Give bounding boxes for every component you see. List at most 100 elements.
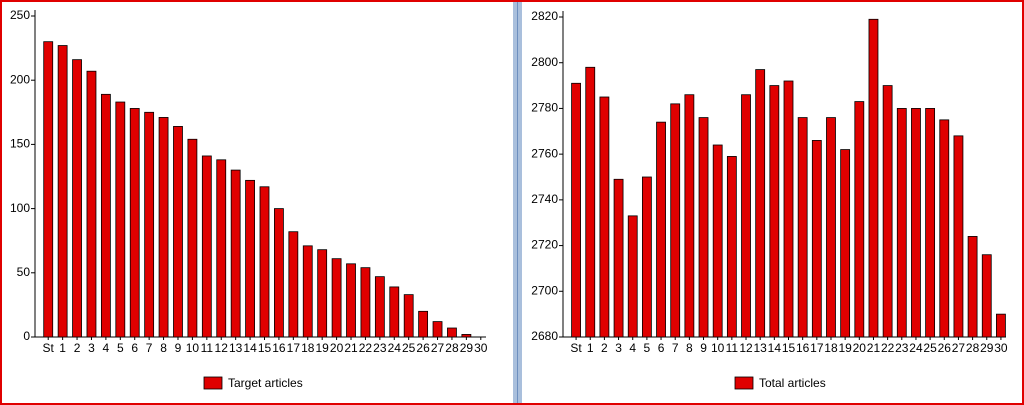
x-tick-label: 23 <box>895 341 909 355</box>
x-tick-label: 29 <box>980 341 994 355</box>
bar <box>953 135 964 338</box>
y-tick-label: 2800 <box>531 55 558 69</box>
x-tick-label: 11 <box>726 341 739 355</box>
x-tick-label: 2 <box>601 341 608 355</box>
x-tick-label: 2 <box>74 341 81 355</box>
x-tick-label: 7 <box>146 341 153 355</box>
x-tick-label: 21 <box>344 341 358 355</box>
bar <box>811 140 822 338</box>
legend-label: Target articles <box>228 376 303 390</box>
x-tick-label: 8 <box>686 341 693 355</box>
bar <box>996 313 1006 338</box>
x-tick-label: 18 <box>824 341 838 355</box>
x-tick-label: 28 <box>445 341 459 355</box>
y-tick-label: 2720 <box>531 238 558 252</box>
bar <box>769 85 780 338</box>
x-tick-label: 3 <box>88 341 95 355</box>
bar <box>201 155 212 338</box>
bar <box>187 138 198 338</box>
x-tick-label: 10 <box>186 341 200 355</box>
legend-swatch <box>203 376 223 390</box>
bar <box>854 101 865 338</box>
x-tick-label: 17 <box>287 341 301 355</box>
x-tick-label: 13 <box>753 341 767 355</box>
bar <box>981 254 992 338</box>
x-tick-label: 22 <box>359 341 373 355</box>
x-tick-label: 12 <box>215 341 229 355</box>
bar <box>741 94 751 338</box>
x-tick-label: 28 <box>966 341 980 355</box>
bar <box>882 85 893 338</box>
bar <box>403 294 414 338</box>
x-tick-label: 25 <box>923 341 937 355</box>
bar <box>447 327 457 338</box>
y-tick-label: 250 <box>10 8 30 22</box>
x-tick-label: 23 <box>373 341 387 355</box>
y-tick-label: 2680 <box>531 329 558 343</box>
x-tick-label: 22 <box>881 341 895 355</box>
x-tick-label: 5 <box>117 341 124 355</box>
bar <box>627 215 638 338</box>
x-tick-label: 12 <box>739 341 753 355</box>
x-tick-label: 19 <box>838 341 852 355</box>
bar <box>158 117 169 338</box>
y-tick-label: 150 <box>10 137 30 151</box>
y-tick-label: 200 <box>10 72 30 86</box>
bar <box>317 249 328 338</box>
bar <box>599 96 610 338</box>
bar <box>925 108 936 338</box>
y-tick-label: 2700 <box>531 283 558 297</box>
bar <box>698 117 709 338</box>
bar <box>670 103 681 338</box>
x-tick-label: 17 <box>810 341 824 355</box>
x-tick-label: 4 <box>103 341 110 355</box>
x-tick-label: 9 <box>175 341 182 355</box>
bar <box>43 41 54 338</box>
x-tick-label: 16 <box>796 341 810 355</box>
x-tick-label: 16 <box>272 341 286 355</box>
bar <box>585 66 596 338</box>
bar <box>346 263 356 338</box>
x-tick-label: 6 <box>131 341 138 355</box>
bar <box>360 267 371 338</box>
x-tick-label: 11 <box>201 341 214 355</box>
x-tick-label: 14 <box>243 341 257 355</box>
bar <box>726 156 737 338</box>
x-tick-label: 27 <box>952 341 966 355</box>
bar <box>331 258 342 338</box>
bar <box>571 82 581 338</box>
bar <box>868 18 879 338</box>
x-tick-label: 21 <box>867 341 881 355</box>
bar <box>684 94 695 338</box>
bar <box>302 245 313 338</box>
x-tick-label: 8 <box>160 341 167 355</box>
x-tick-label: 27 <box>431 341 445 355</box>
bar <box>129 108 140 338</box>
bar <box>656 121 666 338</box>
x-tick-label: 7 <box>672 341 679 355</box>
bar <box>613 178 624 338</box>
bar <box>274 208 284 338</box>
legend-label: Total articles <box>759 376 826 390</box>
x-tick-label: 15 <box>782 341 796 355</box>
y-tick-label: 2760 <box>531 146 558 160</box>
x-tick-label: St <box>43 341 55 355</box>
x-tick-label: 24 <box>388 341 402 355</box>
bar <box>783 80 794 338</box>
bar <box>967 236 978 338</box>
x-tick-label: 14 <box>768 341 782 355</box>
y-tick-label: 50 <box>17 265 31 279</box>
x-tick-label: 3 <box>615 341 622 355</box>
bar <box>461 334 472 338</box>
x-tick-label: 10 <box>711 341 725 355</box>
x-tick-label: 18 <box>301 341 315 355</box>
bar <box>641 176 652 338</box>
bar <box>374 276 385 338</box>
x-tick-label: 26 <box>416 341 430 355</box>
bar <box>245 179 255 338</box>
x-tick-label: 24 <box>909 341 923 355</box>
x-tick-label: St <box>570 341 582 355</box>
bar <box>896 108 907 338</box>
x-tick-label: 30 <box>994 341 1008 355</box>
